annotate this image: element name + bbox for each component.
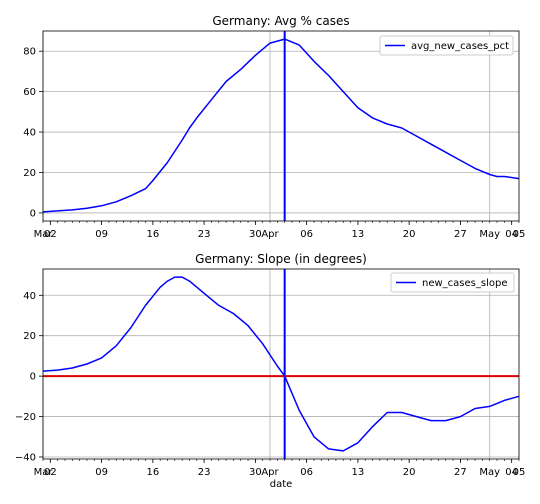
y-tick-label: 20 <box>23 168 36 179</box>
x-tick-label: 16 <box>146 467 159 478</box>
x-tick-label: 06 <box>300 467 313 478</box>
x-month-label: Apr <box>261 467 279 478</box>
series-line <box>42 38 520 213</box>
x-tick-label: 02 <box>44 467 57 478</box>
x-tick-label: 16 <box>146 229 159 240</box>
x-tick-label: 05 <box>513 467 526 478</box>
x-tick-label: 27 <box>454 467 467 478</box>
x-tick-label: 04 <box>505 467 518 478</box>
grid <box>42 31 519 221</box>
x-tick-label: 13 <box>352 467 365 478</box>
legend: avg_new_cases_pct <box>379 35 514 56</box>
legend-label: new_cases_slope <box>422 278 507 289</box>
x-tick-label: 30 <box>249 467 262 478</box>
x-axis-label: date <box>270 479 293 490</box>
x-tick-label: 02 <box>44 229 57 240</box>
y-tick-label: −20 <box>15 412 36 423</box>
chart-top: Germany: Avg % cases 0 20 40 60 80 02 09 16 23 30… <box>23 14 525 240</box>
x-tick-label: 20 <box>403 467 416 478</box>
chart-title: Germany: Avg % cases <box>212 14 349 28</box>
x-tick-label: 13 <box>352 229 365 240</box>
x-month-label: Mar <box>34 229 54 240</box>
x-tick-label: 30 <box>249 229 262 240</box>
chart-title: Germany: Slope (in degrees) <box>195 252 367 266</box>
grid <box>42 269 519 459</box>
y-tick-label: 80 <box>23 47 36 58</box>
y-tick-label: 20 <box>23 331 36 342</box>
x-tick-label: 05 <box>513 229 526 240</box>
x-tick-label: 09 <box>95 467 108 478</box>
x-tick-label: 04 <box>505 229 518 240</box>
x-tick-label: 23 <box>198 467 211 478</box>
plot-frame <box>42 30 520 222</box>
y-tick-label: −40 <box>15 452 36 463</box>
legend: new_cases_slope <box>390 272 515 293</box>
x-tick-label: 09 <box>95 229 108 240</box>
x-tick-label: 23 <box>198 229 211 240</box>
x-tick-label: 20 <box>403 229 416 240</box>
x-month-label: Mar <box>34 467 54 478</box>
y-tick-label: 60 <box>23 87 36 98</box>
legend-box <box>390 272 515 293</box>
y-tick-label: 40 <box>23 128 36 139</box>
x-month-label: May <box>479 229 500 240</box>
plot-frame <box>42 268 520 460</box>
chart-bottom: Germany: Slope (in degrees) −40−20020400… <box>15 252 525 490</box>
plot-area <box>42 31 520 221</box>
x-month-label: May <box>479 467 500 478</box>
legend-box <box>379 35 514 56</box>
x-month-label: Apr <box>261 229 279 240</box>
y-tick-label: 40 <box>23 291 36 302</box>
x-tick-label: 27 <box>454 229 467 240</box>
y-tick-label: 0 <box>30 208 36 219</box>
series-line <box>42 276 520 452</box>
x-tick-label: 06 <box>300 229 313 240</box>
plot-area <box>42 269 520 459</box>
legend-label: avg_new_cases_pct <box>411 41 509 52</box>
y-tick-label: 0 <box>30 372 36 383</box>
